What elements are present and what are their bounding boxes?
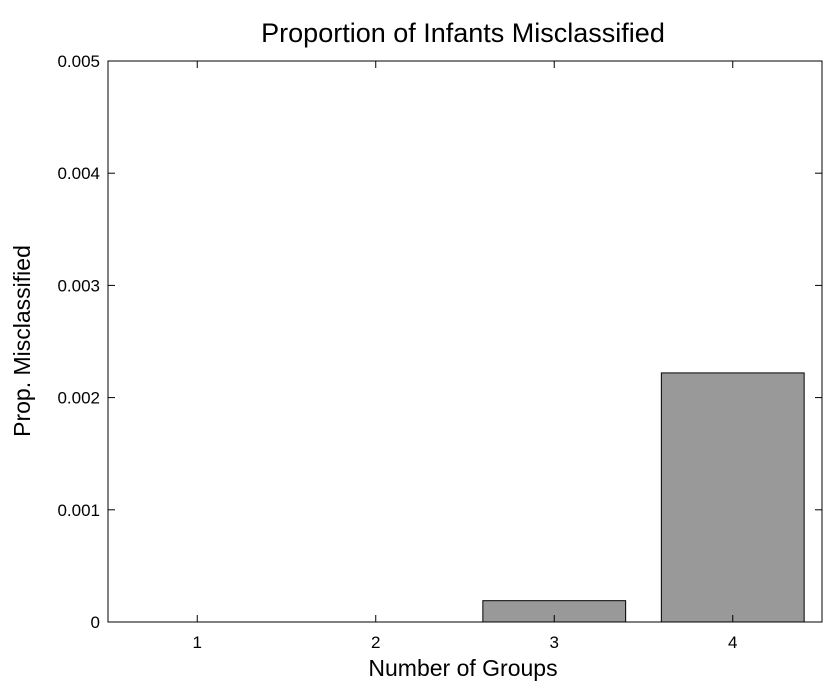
- x-tick-label-4: 4: [728, 633, 737, 652]
- y-tick-label-0.004: 0.004: [57, 164, 100, 183]
- chart-title: Proportion of Infants Misclassified: [261, 18, 665, 48]
- y-tick-label-0.003: 0.003: [57, 276, 100, 295]
- x-tick-label-2: 2: [371, 633, 380, 652]
- ticks-group: 1 2 3 4 0 0.001 0.002 0.003 0.004 0.005: [57, 52, 822, 652]
- x-tick-label-1: 1: [193, 633, 202, 652]
- plot-frame: [107, 60, 823, 623]
- y-axis-label: Prop. Misclassified: [9, 245, 35, 437]
- y-tick-label-0.001: 0.001: [57, 501, 100, 520]
- y-tick-label-0.002: 0.002: [57, 389, 100, 408]
- bars-group: [482, 372, 805, 623]
- bar-4: [660, 372, 805, 623]
- y-tick-label-0: 0: [91, 613, 100, 632]
- x-tick-label-3: 3: [550, 633, 559, 652]
- y-tick-label-0.005: 0.005: [57, 52, 100, 71]
- x-axis-label: Number of Groups: [368, 655, 557, 681]
